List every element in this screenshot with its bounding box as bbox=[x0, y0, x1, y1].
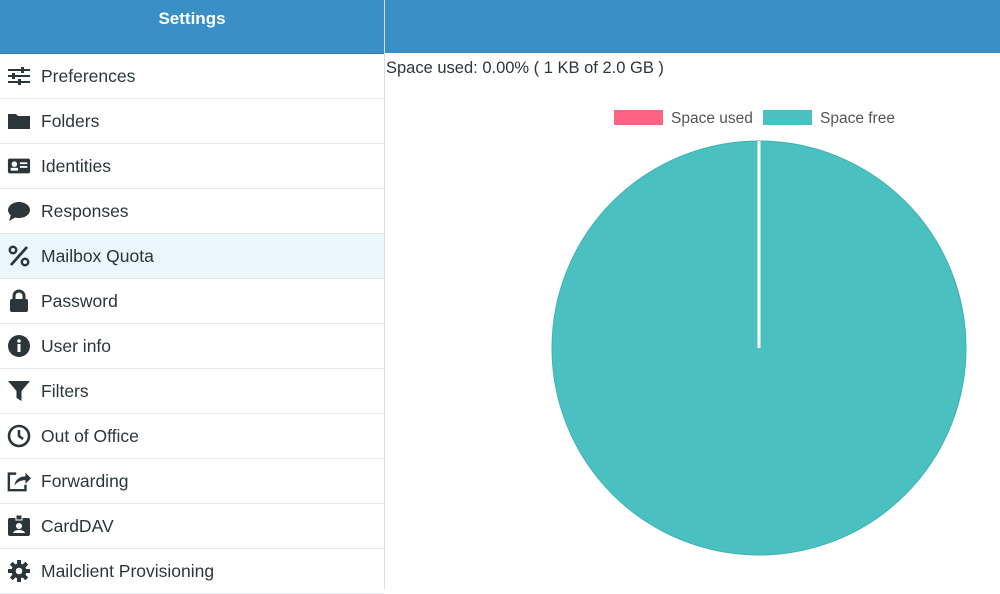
sidebar-item-folders[interactable]: Folders bbox=[0, 99, 384, 144]
settings-menu: Preferences Folders Identities Responses bbox=[0, 54, 384, 594]
sidebar-item-preferences[interactable]: Preferences bbox=[0, 54, 384, 99]
main-content: Space used: 0.00% ( 1 KB of 2.0 GB ) Spa… bbox=[385, 0, 1000, 589]
sidebar-item-label: User info bbox=[41, 336, 111, 357]
sidebar-item-out-of-office[interactable]: Out of Office bbox=[0, 414, 384, 459]
sidebar-item-mailbox-quota[interactable]: Mailbox Quota bbox=[0, 234, 384, 279]
gear-icon bbox=[7, 559, 31, 583]
quota-usage-text: Space used: 0.00% ( 1 KB of 2.0 GB ) bbox=[386, 59, 664, 78]
sidebar-item-label: Responses bbox=[41, 201, 129, 222]
sidebar-item-label: Out of Office bbox=[41, 426, 139, 447]
sidebar-item-label: Mailbox Quota bbox=[41, 246, 154, 267]
info-icon bbox=[7, 334, 31, 358]
folder-icon bbox=[7, 109, 31, 133]
sidebar-item-responses[interactable]: Responses bbox=[0, 189, 384, 234]
lock-icon bbox=[7, 289, 31, 313]
contact-badge-icon bbox=[7, 514, 31, 538]
sidebar-item-password[interactable]: Password bbox=[0, 279, 384, 324]
sidebar-item-label: Password bbox=[41, 291, 118, 312]
sidebar-item-label: Preferences bbox=[41, 66, 135, 87]
sliders-icon bbox=[7, 64, 31, 88]
sidebar-item-user-info[interactable]: User info bbox=[0, 324, 384, 369]
sidebar-item-label: Filters bbox=[41, 381, 89, 402]
sidebar-item-identities[interactable]: Identities bbox=[0, 144, 384, 189]
sidebar-item-label: CardDAV bbox=[41, 516, 114, 537]
sidebar-item-mailclient-provisioning[interactable]: Mailclient Provisioning bbox=[0, 549, 384, 594]
main-header-bar bbox=[385, 0, 1000, 53]
share-icon bbox=[7, 469, 31, 493]
sidebar-item-carddav[interactable]: CardDAV bbox=[0, 504, 384, 549]
sidebar-item-label: Mailclient Provisioning bbox=[41, 561, 214, 582]
settings-sidebar: Settings Preferences Folders Identities bbox=[0, 0, 385, 589]
sidebar-item-label: Folders bbox=[41, 111, 99, 132]
filter-icon bbox=[7, 379, 31, 403]
sidebar-item-forwarding[interactable]: Forwarding bbox=[0, 459, 384, 504]
legend-label-space-used[interactable]: Space used bbox=[671, 110, 753, 127]
percent-icon bbox=[7, 244, 31, 268]
sidebar-item-label: Identities bbox=[41, 156, 111, 177]
sidebar-item-filters[interactable]: Filters bbox=[0, 369, 384, 414]
legend-swatch-space-used[interactable] bbox=[614, 110, 663, 125]
legend-label-space-free[interactable]: Space free bbox=[820, 110, 895, 127]
id-card-icon bbox=[7, 154, 31, 178]
legend-swatch-space-free[interactable] bbox=[763, 110, 812, 125]
sidebar-title: Settings bbox=[0, 0, 384, 54]
chat-bubble-icon bbox=[7, 199, 31, 223]
quota-pie-chart: Space used Space free bbox=[385, 95, 1000, 589]
clock-icon bbox=[7, 424, 31, 448]
sidebar-item-label: Forwarding bbox=[41, 471, 129, 492]
